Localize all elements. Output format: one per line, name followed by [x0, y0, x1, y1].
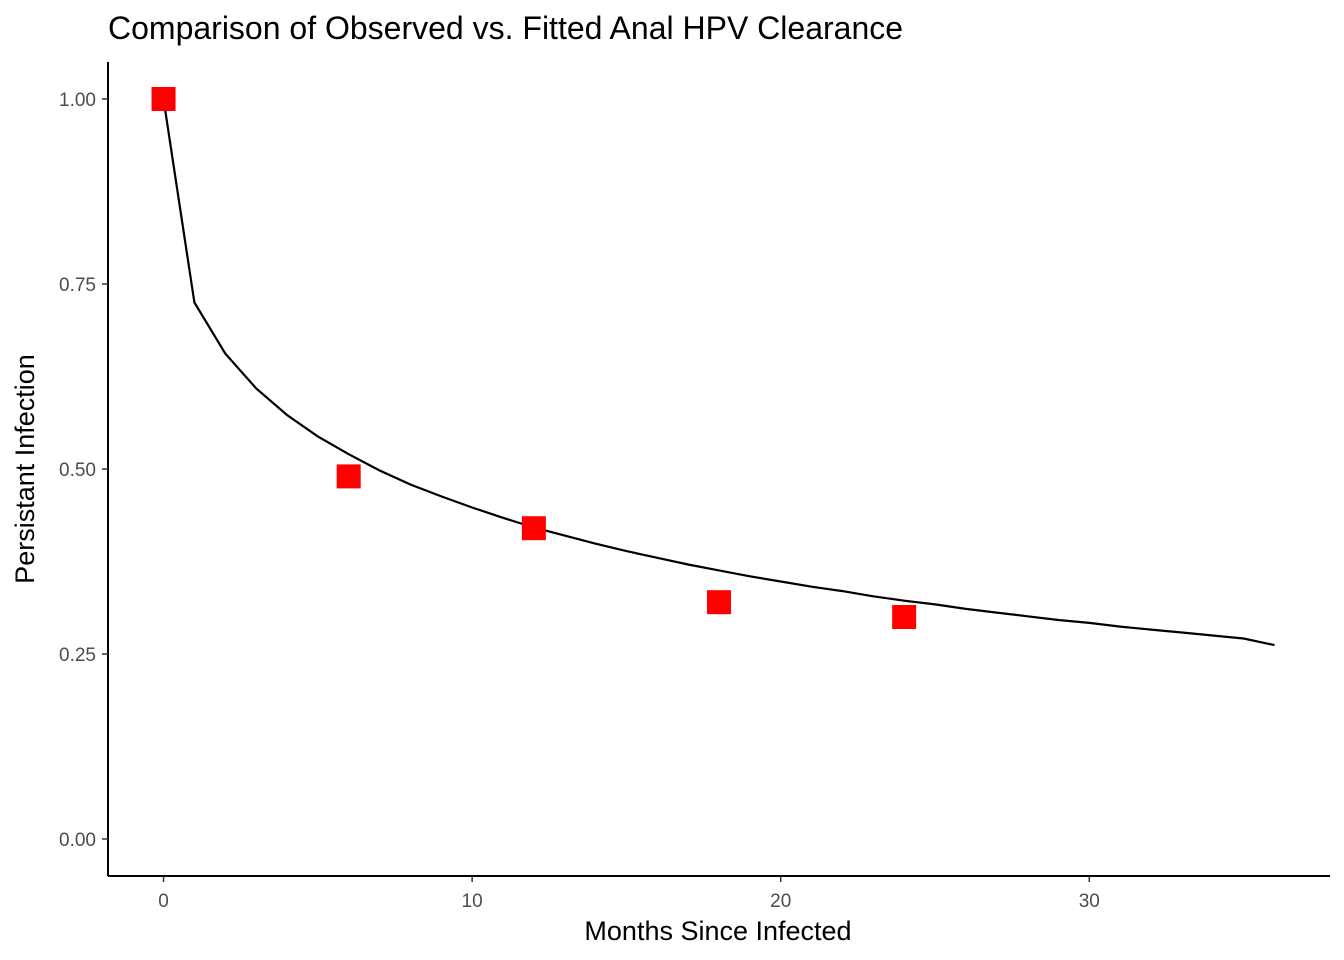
- observed-point: [336, 464, 361, 489]
- x-tick-label: 20: [770, 891, 791, 912]
- chart-title: Comparison of Observed vs. Fitted Anal H…: [108, 10, 903, 46]
- tick-labels: 0 10 20 30 0.00 0.25 0.50 0.75 1.00: [59, 90, 1100, 912]
- observed-point: [707, 590, 731, 615]
- observed-point: [521, 516, 546, 541]
- y-tick-label: 1.00: [59, 90, 96, 111]
- x-axis-title: Months Since Infected: [584, 916, 851, 946]
- x-tick-label: 10: [462, 891, 483, 912]
- y-tick-label: 0.25: [59, 645, 96, 666]
- observed-point: [892, 605, 917, 629]
- y-tick-label: 0.50: [59, 460, 96, 481]
- x-tick-label: 0: [158, 891, 169, 912]
- plot-area: [151, 87, 1275, 647]
- y-axis-title: Persistant Infection: [10, 354, 40, 584]
- fitted-curve: [162, 98, 1275, 647]
- x-tick-label: 30: [1079, 891, 1100, 912]
- y-tick-label: 0.00: [59, 830, 96, 851]
- observed-point: [151, 87, 176, 111]
- axes: [107, 62, 1330, 877]
- y-tick-label: 0.75: [59, 275, 96, 296]
